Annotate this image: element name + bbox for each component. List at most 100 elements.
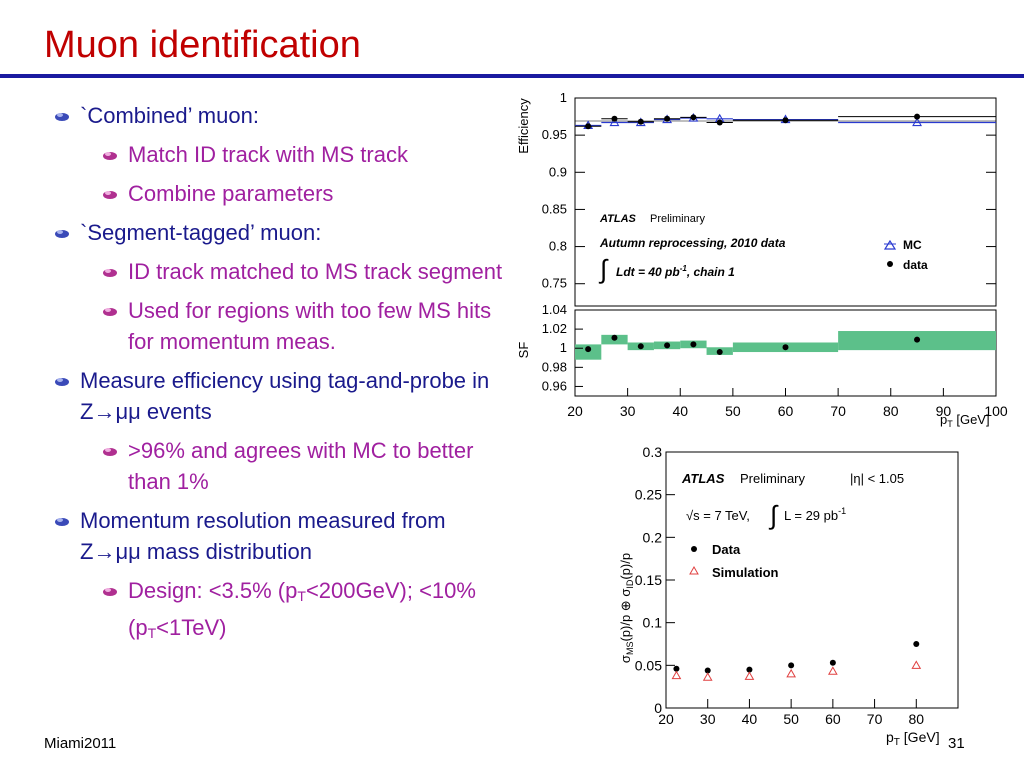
bullet-item: `Segment-tagged’ muon: <box>50 217 510 248</box>
mc-legend-marker <box>883 239 897 250</box>
slide-title: Muon identification <box>44 24 361 66</box>
resolution-x-tick-label: 30 <box>700 711 716 727</box>
resolution-data-point <box>704 667 711 674</box>
bullet-text: ID track matched to MS track segment <box>128 259 503 284</box>
sub-bullet-item: Design: <3.5% (pT<200GeV); <10% (pT<1TeV… <box>50 575 510 649</box>
sub-bullet-icon <box>103 308 117 316</box>
sub-bullet-icon <box>103 588 117 596</box>
sf-xlabel-sub: T <box>947 419 953 429</box>
efficiency-sf-chart: Efficiency 0.75 0.8 0.85 0.9 0.95 1 ATLAS Pre… <box>516 90 1008 429</box>
reprocessing-label: Autumn reprocessing, 2010 data <box>599 236 786 250</box>
sf-y-tick-label: 1 <box>560 340 567 355</box>
efficiency-y-tick-label: 1 <box>560 90 567 105</box>
sub-bullet-item: Used for regions with too few MS hits fo… <box>50 295 510 357</box>
luminosity-chain: , chain 1 <box>686 265 735 279</box>
efficiency-y-tick-label: 0.85 <box>542 201 567 216</box>
data-point <box>690 114 697 121</box>
sf-x-tick-label: 80 <box>883 403 899 419</box>
sub-bullet-icon <box>103 152 117 160</box>
bullet-icon <box>55 230 69 238</box>
resolution-sim-point <box>827 666 838 675</box>
data-legend-label: data <box>903 258 928 272</box>
sub-bullet-item: >96% and agrees with MC to better than 1… <box>50 435 510 497</box>
sf-y-tick-label: 1.02 <box>542 321 567 336</box>
resolution-y-tick-label: 0.05 <box>635 657 662 673</box>
resolution-points <box>671 641 922 681</box>
resolution-x-tick-label: 60 <box>825 711 841 727</box>
res-lumi-exp: -1 <box>838 506 846 516</box>
bullet-item: `Combined’ muon: <box>50 100 510 131</box>
resolution-y-tick-label: 0.3 <box>643 444 663 460</box>
bullet-text: `Segment-tagged’ muon: <box>80 220 322 245</box>
bullet-icon <box>55 518 69 526</box>
res-ylabel-4: (p)/p <box>618 553 633 580</box>
integral-symbol: ∫ <box>598 254 609 284</box>
sf-x-axis-label: pT [GeV] <box>940 412 990 429</box>
sf-x-tick-label: 60 <box>778 403 794 419</box>
resolution-y-tick-label: 0.2 <box>643 529 663 545</box>
bullet-text: Measure efficiency using tag-and-probe i… <box>80 368 490 424</box>
mc-point <box>912 117 923 127</box>
sf-point <box>716 349 723 356</box>
resolution-data-point <box>746 666 753 673</box>
page-number: 31 <box>948 735 965 752</box>
preliminary-label: Preliminary <box>650 213 706 225</box>
data-point <box>716 119 723 126</box>
res-ylabel-2: (p)/p ⊕ σ <box>618 589 633 642</box>
resolution-axis-label: σMS(p)/p ⊕ σID(p)/p <box>618 553 635 663</box>
bullet-subscript: T <box>147 625 157 641</box>
data-point <box>914 113 921 120</box>
sf-points <box>585 334 921 356</box>
resolution-legend: Data Simulation <box>689 542 779 580</box>
efficiency-y-tick-label: 0.95 <box>542 127 567 142</box>
data-legend-marker <box>887 261 893 267</box>
efficiency-frame <box>574 97 997 307</box>
data-legend-marker <box>691 546 697 552</box>
resolution-y-tick-label: 0 <box>654 700 662 716</box>
resolution-sim-point <box>702 672 713 681</box>
data-point <box>637 118 644 125</box>
resolution-y-tick-label: 0.25 <box>635 487 662 503</box>
res-preliminary-label: Preliminary <box>740 471 806 486</box>
sf-point <box>914 336 921 343</box>
res-luminosity-label: L = 29 pb-1 <box>784 506 846 523</box>
resolution-chart: σMS(p)/p ⊕ σID(p)/p 00.050.10.150.20.250… <box>618 444 959 748</box>
sf-point <box>637 343 644 350</box>
resolution-sim-point <box>911 660 922 669</box>
res-ylabel-0: σ <box>618 655 633 663</box>
resolution-data-point <box>673 665 680 672</box>
bullet-icon <box>55 378 69 386</box>
bullet-item: Momentum resolution measured from Z→μμ m… <box>50 505 510 567</box>
bullet-text: Match ID track with MS track <box>128 142 408 167</box>
sub-bullet-icon <box>103 191 117 199</box>
mc-legend-label: MC <box>903 238 922 252</box>
sub-bullet-item: ID track matched to MS track segment <box>50 256 510 287</box>
efficiency-points <box>575 112 996 130</box>
res-integral-symbol: ∫ <box>768 500 779 530</box>
sub-bullet-item: Match ID track with MS track <box>50 139 510 170</box>
bullet-text: `Combined’ muon: <box>80 103 259 128</box>
resolution-sim-point <box>744 671 755 680</box>
resolution-sim-point <box>671 670 682 680</box>
efficiency-y-tick-label: 0.9 <box>549 164 567 179</box>
title-underline <box>0 74 1024 78</box>
sf-x-tick-label: 50 <box>725 403 741 419</box>
bullet-icon <box>55 113 69 121</box>
resolution-x-tick-label: 40 <box>742 711 758 727</box>
sub-bullet-item: Combine parameters <box>50 178 510 209</box>
efficiency-y-tick-label: 0.8 <box>549 239 567 254</box>
res-x-axis-label: pT [GeV] <box>886 729 940 748</box>
resolution-data-point <box>829 659 836 666</box>
bullet-text: Momentum resolution measured from Z→μμ m… <box>80 508 446 564</box>
data-point <box>585 123 592 130</box>
sub-bullet-icon <box>103 448 117 456</box>
resolution-y-tick-label: 0.15 <box>635 572 662 588</box>
eta-range-label: |η| < 1.05 <box>850 471 904 486</box>
bullet-text-part: <200GeV); <10% (p <box>128 578 476 640</box>
bullet-item: Measure efficiency using tag-and-probe i… <box>50 365 510 427</box>
luminosity-text: Ldt = 40 pb <box>616 265 680 279</box>
mc-point <box>609 117 620 127</box>
efficiency-y-tick-label: 0.75 <box>542 276 567 291</box>
resolution-x-ticks: 20 30 40 50 60 70 80 <box>658 699 924 727</box>
sf-point <box>690 341 697 348</box>
